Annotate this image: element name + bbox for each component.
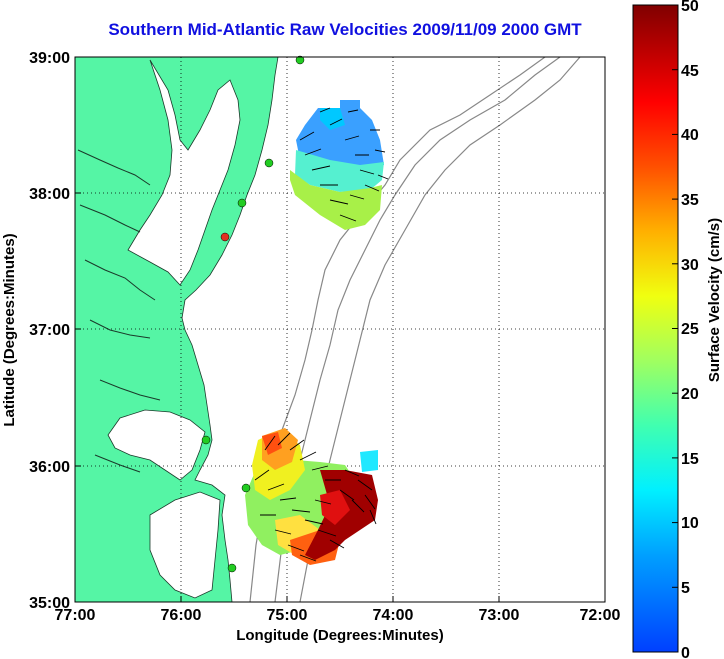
y-tick-label: 39:00 — [29, 50, 70, 67]
colorbar — [632, 4, 679, 653]
y-axis-label: Latitude (Degrees:Minutes) — [1, 233, 18, 426]
y-tick-label: 36:00 — [29, 459, 70, 476]
colorbar-tick: 35 — [681, 192, 699, 209]
station-marker — [227, 563, 237, 573]
colorbar-tick: 0 — [681, 645, 690, 659]
x-tick-label: 76:00 — [161, 607, 202, 624]
y-tick-label: 35:00 — [29, 595, 70, 612]
colorbar-tick: 40 — [681, 127, 699, 144]
colorbar-tick: 45 — [681, 63, 699, 80]
y-tick-label: 37:00 — [29, 322, 70, 339]
station-marker — [237, 198, 247, 208]
y-tick-label: 38:00 — [29, 186, 70, 203]
pamlico-sound — [149, 491, 221, 599]
x-tick-label: 73:00 — [479, 607, 520, 624]
x-tick-label: 75:00 — [267, 607, 308, 624]
x-tick-label: 77:00 — [55, 607, 96, 624]
map-title: Southern Mid-Atlantic Raw Velocities 200… — [108, 20, 582, 39]
velocity-field-north — [290, 100, 384, 230]
colorbar-tick: 5 — [681, 580, 690, 597]
station-marker — [241, 483, 251, 493]
station-marker — [264, 158, 274, 168]
colorbar-tick: 20 — [681, 386, 699, 403]
x-axis-label: Longitude (Degrees:Minutes) — [236, 627, 444, 644]
station-marker-alert — [220, 232, 230, 242]
colorbar-tick: 10 — [681, 515, 699, 532]
velocity-arrows — [254, 107, 389, 562]
colorbar-tick: 25 — [681, 321, 699, 338]
station-marker — [201, 435, 211, 445]
colorbar-tick: 30 — [681, 257, 699, 274]
chesapeake-bay — [127, 59, 241, 286]
station-marker — [295, 55, 305, 65]
colorbar-tick: 50 — [681, 0, 699, 15]
x-tick-label: 72:00 — [580, 607, 621, 624]
colorbar-tick: 15 — [681, 451, 699, 468]
colorbar-label: Surface Velocity (cm/s) — [706, 218, 723, 382]
velocity-field-south — [245, 428, 378, 565]
x-tick-label: 74:00 — [373, 607, 414, 624]
sound-water — [107, 409, 206, 481]
